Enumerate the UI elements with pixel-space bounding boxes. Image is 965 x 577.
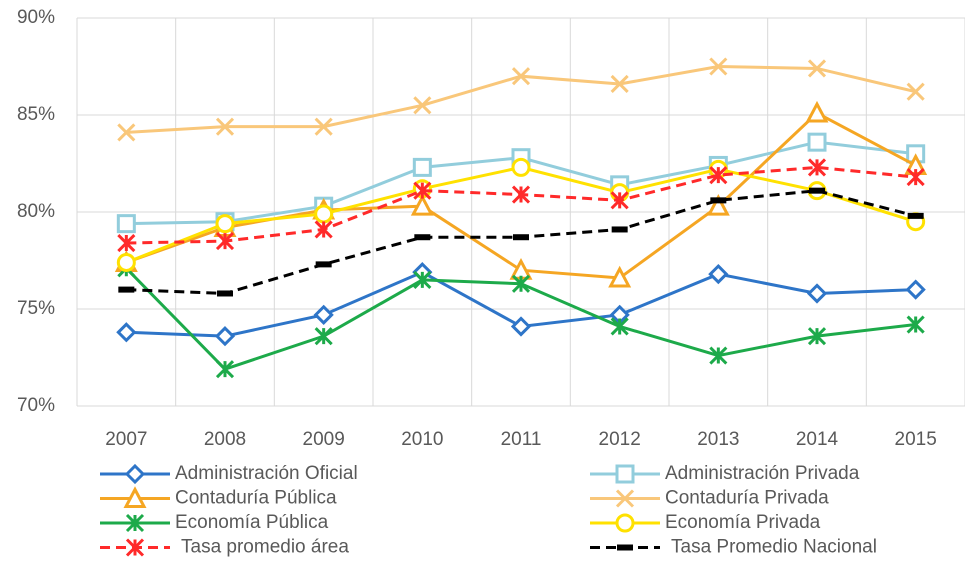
- data-point: [807, 327, 827, 346]
- data-point: [215, 360, 235, 379]
- x-tick-label: 2014: [796, 429, 839, 450]
- data-point: [807, 158, 827, 177]
- data-point: [217, 290, 233, 297]
- legend-marker: [124, 463, 146, 485]
- data-point: [511, 274, 531, 293]
- legend-label: Administración Privada: [665, 463, 860, 484]
- data-point: [314, 204, 334, 224]
- data-point: [906, 82, 925, 101]
- data-point: [608, 265, 632, 288]
- legend-label: Contaduría Pública: [175, 488, 337, 509]
- x-tick-label: 2010: [401, 429, 443, 450]
- legend-label: Economía Privada: [665, 512, 821, 533]
- data-point: [610, 191, 629, 210]
- data-point: [215, 117, 235, 136]
- data-point: [510, 316, 532, 337]
- legend-label: Administración Oficial: [175, 463, 358, 484]
- data-point: [513, 234, 529, 241]
- data-point: [807, 59, 827, 78]
- data-point: [117, 123, 136, 142]
- data-point: [413, 270, 432, 289]
- legend-marker: [125, 513, 145, 533]
- data-point: [906, 315, 925, 334]
- data-point: [708, 263, 729, 285]
- data-point: [116, 252, 136, 272]
- data-point: [116, 322, 137, 343]
- data-point: [314, 327, 333, 346]
- x-tick-label: 2009: [303, 429, 345, 450]
- y-tick-label: 80%: [17, 201, 55, 222]
- data-point: [610, 317, 629, 336]
- x-tick-label: 2013: [697, 429, 739, 450]
- data-point: [214, 326, 236, 347]
- x-tick-label: 2012: [599, 429, 641, 450]
- data-point: [905, 279, 926, 300]
- legend-marker: [125, 538, 145, 557]
- x-tick-label: 2008: [204, 429, 246, 450]
- data-point: [805, 100, 829, 123]
- data-point: [314, 220, 333, 239]
- data-point: [215, 214, 235, 234]
- data-point: [215, 232, 235, 251]
- data-point: [116, 214, 136, 234]
- data-point: [809, 187, 825, 194]
- legend-label: Tasa promedio área: [181, 537, 349, 558]
- data-point: [807, 132, 827, 152]
- data-point: [709, 166, 728, 185]
- legend-marker: [615, 464, 635, 484]
- legend-label: Contaduría Privada: [665, 488, 829, 509]
- legend-marker: [615, 513, 635, 533]
- data-point: [610, 74, 629, 94]
- data-point: [709, 346, 728, 365]
- x-tick-label: 2011: [501, 429, 542, 450]
- data-point: [611, 226, 628, 233]
- data-point: [118, 286, 135, 293]
- data-point: [117, 233, 136, 253]
- data-point: [413, 181, 432, 200]
- y-tick-label: 90%: [17, 7, 55, 28]
- data-point: [413, 96, 432, 115]
- data-point: [710, 197, 727, 204]
- x-tick-label: 2015: [895, 429, 937, 450]
- data-point: [511, 67, 531, 86]
- data-point: [414, 234, 431, 241]
- data-point: [315, 261, 332, 268]
- data-point: [313, 304, 334, 325]
- legend-marker: [123, 486, 147, 508]
- data-point: [906, 168, 925, 187]
- data-point: [511, 157, 531, 177]
- y-tick-label: 85%: [17, 104, 55, 125]
- data-point: [806, 283, 828, 304]
- legend-marker: [615, 489, 635, 508]
- y-tick-label: 70%: [17, 395, 55, 416]
- data-point: [907, 212, 924, 219]
- data-point: [709, 57, 728, 76]
- x-tick-label: 2007: [105, 429, 147, 450]
- y-tick-label: 75%: [17, 298, 55, 319]
- data-point: [511, 185, 531, 204]
- data-point: [706, 193, 730, 216]
- legend-marker: [617, 544, 633, 551]
- data-point: [412, 157, 432, 177]
- legend-label: Tasa Promedio Nacional: [671, 537, 877, 558]
- series-line: [126, 165, 916, 245]
- data-point: [410, 193, 434, 216]
- data-point: [314, 117, 333, 136]
- series-line: [125, 165, 917, 264]
- legend-label: Economía Pública: [175, 512, 329, 533]
